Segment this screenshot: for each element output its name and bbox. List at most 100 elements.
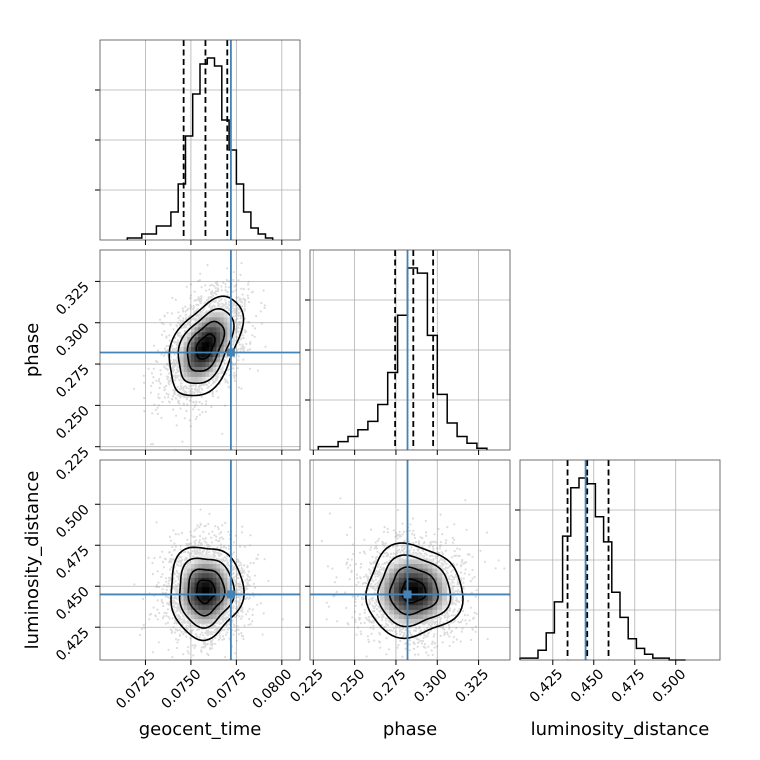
density-cell bbox=[212, 316, 217, 323]
density-cell bbox=[194, 376, 199, 382]
density-cell bbox=[201, 312, 206, 318]
density-cell bbox=[408, 568, 414, 574]
density-cell bbox=[413, 618, 419, 624]
density-cell bbox=[220, 326, 224, 333]
density-cell bbox=[220, 600, 224, 606]
density-cell bbox=[209, 577, 214, 583]
density-cell bbox=[209, 582, 214, 587]
density-cell bbox=[413, 600, 419, 606]
density-cell bbox=[446, 595, 453, 601]
density-cell bbox=[183, 577, 188, 583]
density-cell bbox=[198, 586, 203, 592]
density-cell bbox=[190, 568, 195, 574]
density-cell bbox=[190, 336, 195, 343]
density-cell bbox=[216, 609, 221, 615]
density-cell bbox=[220, 586, 224, 592]
density-cell bbox=[190, 321, 195, 328]
density-cell bbox=[220, 351, 224, 358]
density-cell bbox=[389, 604, 395, 610]
density-cell bbox=[212, 559, 217, 564]
density-cell bbox=[201, 351, 206, 358]
density-cell bbox=[216, 326, 221, 333]
density-cell bbox=[194, 559, 199, 564]
density-cell bbox=[227, 331, 232, 338]
density-cell bbox=[223, 568, 228, 574]
density-cell bbox=[227, 316, 232, 323]
density-cell bbox=[220, 609, 224, 615]
density-cell bbox=[216, 618, 221, 624]
density-cell bbox=[194, 604, 199, 610]
density-cell bbox=[183, 604, 188, 610]
density-cell bbox=[190, 361, 195, 367]
density-cell bbox=[389, 609, 395, 615]
density-cell bbox=[198, 577, 203, 583]
density-cell bbox=[198, 559, 203, 564]
histogram-step-line bbox=[519, 477, 686, 661]
density-cell bbox=[205, 356, 210, 362]
density-cell bbox=[190, 346, 195, 353]
density-cell bbox=[223, 336, 228, 343]
density-cell bbox=[190, 356, 195, 362]
density-cell bbox=[198, 595, 203, 601]
density-cell bbox=[230, 326, 235, 333]
density-cell bbox=[223, 351, 228, 358]
density-cell bbox=[201, 376, 206, 382]
density-cell bbox=[437, 595, 443, 601]
density-cell bbox=[398, 559, 405, 564]
density-cell bbox=[198, 563, 203, 569]
density-cell bbox=[227, 582, 232, 587]
density-cell bbox=[223, 604, 228, 610]
density-cell bbox=[180, 600, 184, 606]
density-cell bbox=[194, 331, 199, 338]
histogram-step-line bbox=[126, 57, 274, 240]
density-cell bbox=[220, 568, 224, 574]
density-cell bbox=[220, 614, 224, 620]
density-cell bbox=[427, 577, 433, 583]
density-cell bbox=[427, 568, 433, 574]
density-cell bbox=[212, 321, 217, 328]
density-cell bbox=[432, 572, 438, 578]
density-cell bbox=[198, 341, 203, 348]
density-cell bbox=[389, 614, 395, 620]
density-cell bbox=[190, 559, 195, 564]
density-cell bbox=[190, 614, 195, 620]
density-cell bbox=[422, 582, 429, 587]
density-cell bbox=[432, 582, 438, 587]
density-cell bbox=[201, 346, 206, 353]
density-cell bbox=[427, 582, 433, 587]
density-cell bbox=[190, 609, 195, 615]
y-tick-label: 0.225 bbox=[53, 444, 93, 484]
density-cell bbox=[190, 586, 195, 592]
density-cell bbox=[422, 609, 429, 615]
density-cell bbox=[198, 376, 203, 382]
contour-line bbox=[365, 542, 464, 640]
density-cell bbox=[201, 316, 206, 323]
density-cell bbox=[194, 568, 199, 574]
density-cell bbox=[437, 568, 443, 574]
density-cell bbox=[437, 604, 443, 610]
density-cell bbox=[205, 554, 210, 560]
density-cell bbox=[408, 582, 414, 587]
truth-marker bbox=[226, 348, 235, 357]
density-cell bbox=[418, 559, 424, 564]
density-cell bbox=[384, 609, 390, 615]
density-cell bbox=[422, 618, 429, 624]
density-cell bbox=[209, 614, 214, 620]
density-cell bbox=[227, 336, 232, 343]
density-cell bbox=[427, 559, 433, 564]
x-tick-label: 0.325 bbox=[453, 666, 493, 706]
y-tick-label: 0.300 bbox=[53, 320, 93, 360]
contour-line bbox=[168, 295, 245, 397]
density-cell bbox=[216, 336, 221, 343]
density-cell bbox=[201, 331, 206, 338]
density-cell bbox=[201, 618, 206, 624]
density-cell bbox=[201, 609, 206, 615]
density-cell bbox=[216, 312, 221, 318]
density-cell bbox=[205, 326, 210, 333]
density-cell bbox=[384, 586, 390, 592]
density-cell bbox=[437, 586, 443, 592]
density-cell bbox=[198, 609, 203, 615]
density-cell bbox=[209, 356, 214, 362]
density-cell bbox=[216, 321, 221, 328]
